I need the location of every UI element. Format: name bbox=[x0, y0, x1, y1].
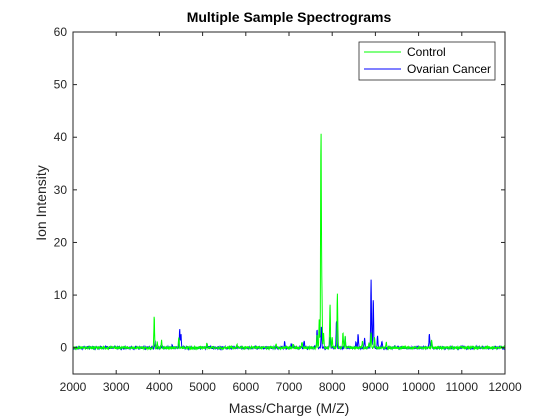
y-tick-label: 60 bbox=[54, 25, 68, 39]
x-tick-label: 4000 bbox=[146, 380, 173, 394]
x-tick-label: 11000 bbox=[446, 380, 479, 394]
x-tick-label: 3000 bbox=[103, 380, 130, 394]
y-tick-label: 40 bbox=[54, 130, 68, 144]
legend-label-ovarian-cancer: Ovarian Cancer bbox=[407, 62, 491, 76]
x-tick-label: 9000 bbox=[362, 380, 389, 394]
x-tick-label: 6000 bbox=[232, 380, 259, 394]
y-tick-label: 30 bbox=[54, 183, 68, 197]
x-tick-label: 7000 bbox=[276, 380, 303, 394]
x-axis-title: Mass/Charge (M/Z) bbox=[229, 400, 350, 416]
chart-title: Multiple Sample Spectrograms bbox=[187, 9, 392, 25]
y-tick-label: 20 bbox=[54, 235, 68, 249]
x-tick-label: 12000 bbox=[488, 380, 522, 394]
x-tick-label: 2000 bbox=[60, 380, 87, 394]
x-tick-label: 8000 bbox=[319, 380, 346, 394]
legend: Control Ovarian Cancer bbox=[359, 42, 495, 80]
y-tick-label: 10 bbox=[54, 288, 68, 302]
y-tick-label: 0 bbox=[60, 341, 67, 355]
plot-area bbox=[73, 32, 505, 374]
x-tick-label: 5000 bbox=[189, 380, 216, 394]
x-tick-label: 10000 bbox=[402, 380, 436, 394]
y-axis-title: Ion Intensity bbox=[33, 165, 49, 241]
legend-label-control: Control bbox=[407, 45, 446, 59]
y-tick-label: 50 bbox=[54, 78, 68, 92]
